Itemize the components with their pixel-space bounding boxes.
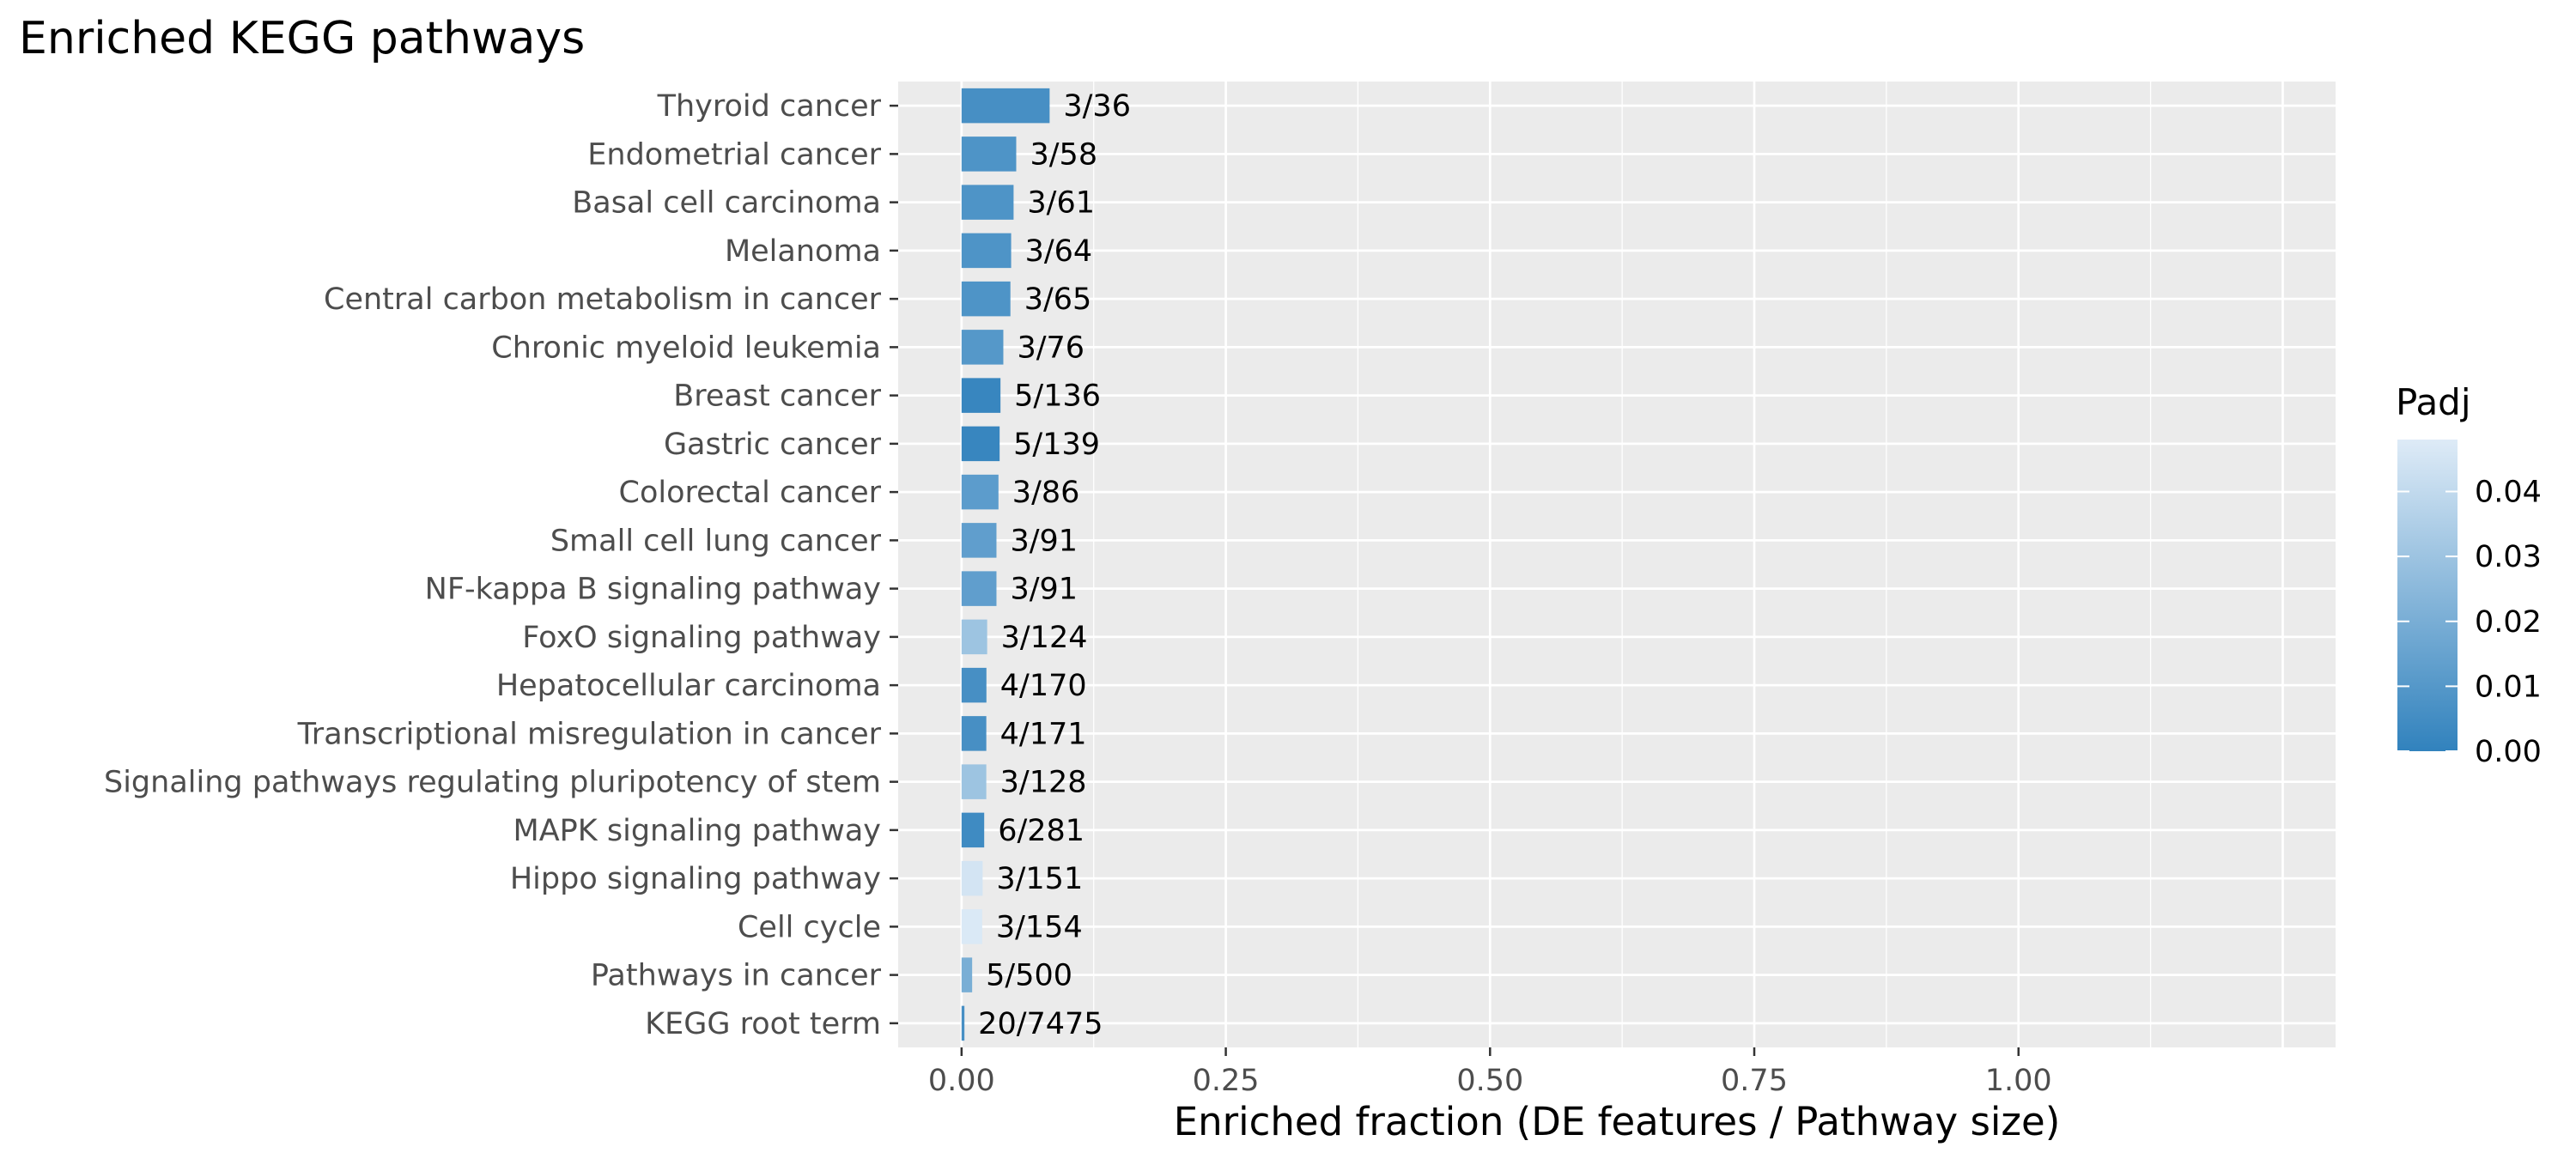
bar (961, 233, 1012, 269)
y-tick-label: Cell cycle (738, 910, 881, 944)
plot-panel (898, 82, 2336, 1047)
bar (961, 764, 987, 799)
bar-data-label: 3/76 (1017, 331, 1084, 365)
legend-ticks: 0.00 0.01 0.02 0.03 0.04 (2397, 476, 2542, 769)
bar (961, 667, 987, 703)
y-tick-label: Signaling pathways regulating pluripoten… (104, 766, 881, 800)
bar-data-label: 3/36 (1063, 89, 1131, 124)
y-tick-label: NF-kappa B signaling pathway (425, 573, 881, 607)
x-tick-label: 0.50 (1456, 1064, 1523, 1098)
bar-data-label: 5/139 (1013, 428, 1100, 462)
legend-tick-label: 0.00 (2475, 735, 2542, 769)
legend-tick-label: 0.02 (2475, 605, 2542, 640)
bar (961, 716, 987, 751)
bar (961, 860, 983, 896)
y-tick-label: Gastric cancer (664, 428, 882, 462)
bar-data-label: 3/58 (1030, 137, 1097, 172)
chart-title: Enriched KEGG pathways (19, 13, 585, 64)
legend-tick-label: 0.03 (2475, 540, 2542, 574)
padj-colorbar (2397, 440, 2458, 751)
bar-data-label: 3/86 (1012, 476, 1080, 510)
y-tick-label: KEGG root term (645, 1007, 881, 1041)
bar-data-label: 20/7475 (978, 1007, 1103, 1041)
y-tick-label: Thyroid cancer (657, 89, 882, 124)
bar-data-label: 3/154 (996, 910, 1083, 944)
bar-data-label: 3/91 (1010, 573, 1078, 607)
y-tick-label: FoxO signaling pathway (522, 621, 881, 655)
bar (961, 957, 973, 992)
y-tick-label: Pathways in cancer (591, 959, 882, 993)
bar-data-label: 5/500 (986, 959, 1072, 993)
bars (961, 88, 1050, 1041)
bar (961, 281, 1011, 317)
bar-data-label: 4/171 (1000, 717, 1087, 751)
y-tick-label: Small cell lung cancer (550, 524, 882, 558)
bar-labels: 3/36 3/58 3/61 3/64 3/65 3/76 5/136 5/139 3/86 3/… (978, 89, 1131, 1041)
y-axis: Thyroid cancer Endometrial cancer Basal ce… (104, 89, 898, 1041)
legend-title: Padj (2396, 381, 2471, 423)
bar-data-label: 3/61 (1027, 186, 1095, 221)
padj-legend: Padj 0.00 0.01 0.02 0.03 0.04 (2396, 381, 2542, 769)
bar (961, 909, 982, 944)
y-tick-label: Central carbon metabolism in cancer (324, 282, 882, 317)
bar (961, 571, 997, 606)
bar (961, 619, 987, 655)
bar (961, 330, 1004, 365)
bar-data-label: 4/170 (1000, 669, 1087, 703)
bar-data-label: 3/128 (1000, 766, 1087, 800)
legend-tick-label: 0.01 (2475, 670, 2542, 704)
y-tick-label: Endometrial cancer (587, 137, 881, 172)
bar (961, 812, 985, 848)
bar (961, 137, 1017, 172)
y-tick-label: MAPK signaling pathway (513, 814, 881, 848)
bar-data-label: 3/151 (996, 862, 1083, 896)
y-tick-label: Hepatocellular carcinoma (496, 669, 881, 703)
bar-data-label: 3/64 (1025, 234, 1093, 269)
x-axis-title: Enriched fraction (DE features / Pathway… (1174, 1099, 2061, 1144)
bar (961, 1005, 965, 1041)
y-tick-label: Melanoma (725, 234, 881, 269)
bar (961, 474, 999, 510)
y-tick-label: Breast cancer (673, 379, 881, 414)
y-tick-label: Transcriptional misregulation in cancer (297, 717, 882, 751)
bar-data-label: 3/65 (1024, 282, 1092, 317)
bar (961, 378, 1001, 413)
bar-data-label: 3/91 (1010, 524, 1078, 558)
bar-data-label: 3/124 (1001, 621, 1088, 655)
x-tick-label: 1.00 (1985, 1064, 2052, 1098)
x-axis: 0.00 0.25 0.50 0.75 1.00 (928, 1047, 2052, 1098)
bar (961, 88, 1050, 124)
bar-data-label: 5/136 (1014, 379, 1101, 414)
bar (961, 185, 1014, 220)
bar (961, 523, 997, 558)
bar-data-label: 6/281 (998, 814, 1084, 848)
y-tick-label: Chronic myeloid leukemia (491, 331, 881, 365)
bar (961, 426, 1000, 462)
y-tick-label: Hippo signaling pathway (510, 862, 881, 896)
x-tick-label: 0.00 (928, 1064, 995, 1098)
y-tick-label: Colorectal cancer (619, 476, 882, 510)
x-tick-label: 0.75 (1721, 1064, 1788, 1098)
legend-tick-label: 0.04 (2475, 476, 2542, 510)
x-tick-label: 0.25 (1193, 1064, 1260, 1098)
y-tick-label: Basal cell carcinoma (572, 186, 881, 221)
